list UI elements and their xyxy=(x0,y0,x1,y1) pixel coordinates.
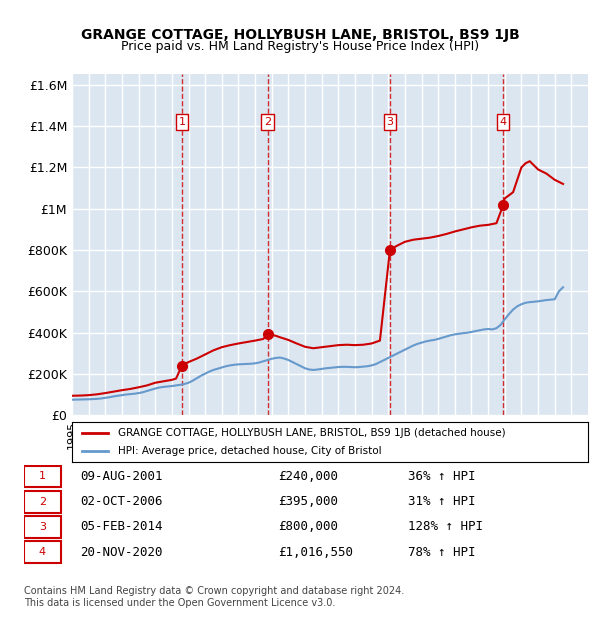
Text: £395,000: £395,000 xyxy=(278,495,338,508)
Text: 09-AUG-2001: 09-AUG-2001 xyxy=(80,470,163,483)
FancyBboxPatch shape xyxy=(24,541,61,563)
Text: HPI: Average price, detached house, City of Bristol: HPI: Average price, detached house, City… xyxy=(118,446,382,456)
Text: £240,000: £240,000 xyxy=(278,470,338,483)
FancyBboxPatch shape xyxy=(24,491,61,513)
Text: 05-FEB-2014: 05-FEB-2014 xyxy=(80,520,163,533)
Text: 1: 1 xyxy=(39,471,46,482)
Text: GRANGE COTTAGE, HOLLYBUSH LANE, BRISTOL, BS9 1JB (detached house): GRANGE COTTAGE, HOLLYBUSH LANE, BRISTOL,… xyxy=(118,428,506,438)
Text: £1,016,550: £1,016,550 xyxy=(278,546,353,559)
Text: 128% ↑ HPI: 128% ↑ HPI xyxy=(407,520,482,533)
Text: 1: 1 xyxy=(178,117,185,127)
Text: 36% ↑ HPI: 36% ↑ HPI xyxy=(407,470,475,483)
Text: 4: 4 xyxy=(500,117,506,127)
Text: 78% ↑ HPI: 78% ↑ HPI xyxy=(407,546,475,559)
FancyBboxPatch shape xyxy=(24,516,61,538)
Text: 2: 2 xyxy=(264,117,271,127)
Text: 2: 2 xyxy=(39,497,46,507)
Text: 4: 4 xyxy=(39,547,46,557)
Text: 3: 3 xyxy=(39,522,46,532)
Text: GRANGE COTTAGE, HOLLYBUSH LANE, BRISTOL, BS9 1JB: GRANGE COTTAGE, HOLLYBUSH LANE, BRISTOL,… xyxy=(80,28,520,42)
Text: 3: 3 xyxy=(386,117,394,127)
FancyBboxPatch shape xyxy=(24,466,61,487)
Text: 02-OCT-2006: 02-OCT-2006 xyxy=(80,495,163,508)
Text: Contains HM Land Registry data © Crown copyright and database right 2024.
This d: Contains HM Land Registry data © Crown c… xyxy=(24,586,404,608)
Text: Price paid vs. HM Land Registry's House Price Index (HPI): Price paid vs. HM Land Registry's House … xyxy=(121,40,479,53)
Text: £800,000: £800,000 xyxy=(278,520,338,533)
Text: 31% ↑ HPI: 31% ↑ HPI xyxy=(407,495,475,508)
Text: 20-NOV-2020: 20-NOV-2020 xyxy=(80,546,163,559)
